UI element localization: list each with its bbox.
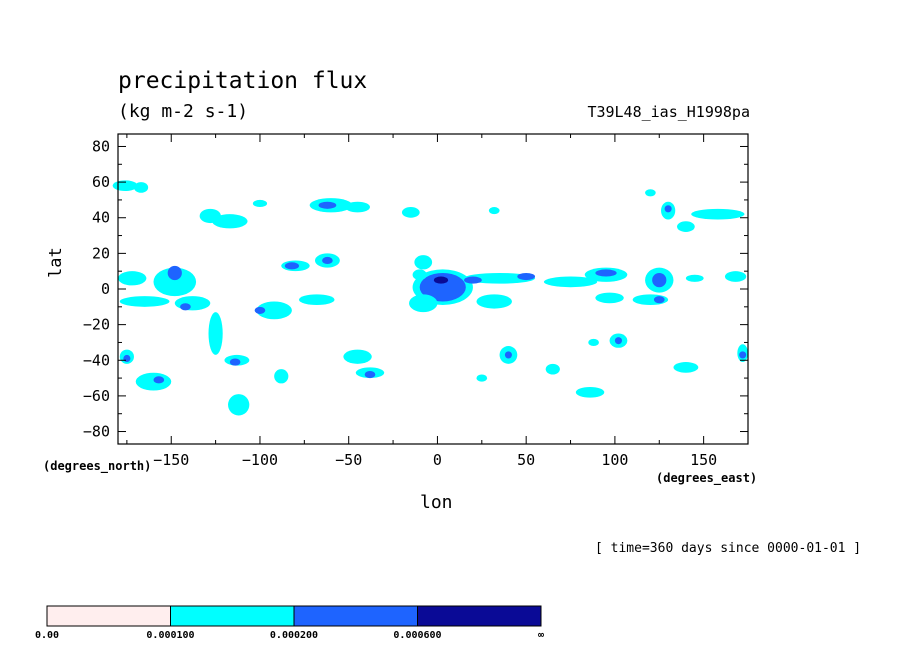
contour-regions bbox=[112, 180, 749, 416]
y-axis-ticks: 80 60 40 20 0 −20 −40 −60 −80 bbox=[83, 137, 748, 441]
y-tick-label: 80 bbox=[92, 137, 110, 155]
contour-region-36 bbox=[409, 294, 438, 313]
contour-region-49 bbox=[724, 271, 747, 282]
contour-region-59 bbox=[545, 363, 560, 375]
contour-region-68 bbox=[645, 189, 656, 197]
legend-swatch-1 bbox=[170, 605, 295, 627]
legend-swatch-3 bbox=[417, 605, 542, 627]
contour-region-24 bbox=[112, 180, 138, 192]
x-unit-note: (degrees_east) bbox=[656, 471, 758, 485]
y-tick-label: −60 bbox=[83, 387, 110, 405]
contour-region-22 bbox=[212, 214, 248, 229]
contour-region-5 bbox=[180, 303, 191, 311]
contour-region-40 bbox=[517, 272, 536, 281]
contour-region-8 bbox=[229, 358, 241, 366]
contour-region-15 bbox=[299, 294, 335, 306]
contour-region-12 bbox=[284, 262, 300, 270]
contour-region-29 bbox=[228, 394, 250, 416]
x-tick-label: 100 bbox=[601, 451, 628, 469]
contour-region-67 bbox=[488, 207, 500, 215]
contour-region-14 bbox=[322, 256, 333, 265]
contour-region-1 bbox=[167, 265, 182, 281]
contour-region-27 bbox=[135, 372, 172, 391]
y-tick-label: 20 bbox=[92, 244, 110, 262]
y-tick-label: −80 bbox=[83, 423, 110, 441]
contour-region-9 bbox=[256, 301, 292, 320]
legend-level-label: 0.000100 bbox=[146, 630, 194, 641]
contour-region-25 bbox=[133, 182, 149, 193]
contour-region-10 bbox=[254, 306, 266, 314]
x-tick-label: 150 bbox=[690, 451, 717, 469]
contour-region-48 bbox=[685, 274, 704, 282]
time-note: [ time=360 days since 0000-01-01 ] bbox=[595, 541, 862, 556]
x-tick-label: −150 bbox=[153, 451, 189, 469]
x-tick-label: −50 bbox=[335, 451, 362, 469]
legend-level-label: ∞ bbox=[538, 630, 544, 641]
contour-region-65 bbox=[739, 351, 747, 359]
contour-region-41 bbox=[476, 294, 512, 309]
contour-region-39 bbox=[464, 272, 536, 284]
contour-region-69 bbox=[588, 338, 599, 347]
x-tick-label: 50 bbox=[517, 451, 535, 469]
legend-level-label: 0.00 bbox=[35, 630, 59, 641]
contour-region-30 bbox=[274, 369, 289, 384]
y-tick-label: 0 bbox=[101, 280, 110, 298]
legend-swatch-0 bbox=[46, 605, 171, 627]
legend-level-label: 0.000600 bbox=[393, 630, 441, 641]
contour-region-50 bbox=[595, 292, 624, 304]
contour-region-0 bbox=[153, 267, 197, 297]
contour-region-66 bbox=[401, 207, 420, 218]
contour-region-37 bbox=[414, 255, 433, 270]
y-tick-label: −20 bbox=[83, 316, 110, 334]
legend-swatch-2 bbox=[293, 605, 418, 627]
contour-region-35 bbox=[433, 276, 449, 284]
chart-title: precipitation flux bbox=[118, 68, 368, 94]
contour-region-38 bbox=[412, 269, 427, 281]
contour-region-57 bbox=[673, 362, 699, 373]
contour-region-21 bbox=[364, 370, 376, 379]
contour-region-61 bbox=[664, 205, 672, 213]
contour-region-18 bbox=[345, 201, 370, 213]
contour-region-3 bbox=[119, 296, 170, 307]
x-tick-label: −100 bbox=[242, 451, 278, 469]
contour-region-26 bbox=[252, 199, 268, 208]
contour-region-34 bbox=[419, 272, 466, 302]
units-label: (kg m-2 s-1) bbox=[118, 101, 249, 122]
contour-region-2 bbox=[118, 271, 147, 286]
contour-region-56 bbox=[504, 351, 512, 359]
contour-region-32 bbox=[123, 354, 131, 363]
contour-region-54 bbox=[614, 337, 622, 345]
x-tick-label: 0 bbox=[433, 451, 442, 469]
contour-region-47 bbox=[652, 272, 667, 288]
y-unit-note: (degrees_north) bbox=[43, 459, 152, 473]
contour-region-4 bbox=[174, 296, 211, 311]
contour-region-52 bbox=[653, 296, 665, 304]
contour-region-28 bbox=[153, 376, 165, 384]
contour-region-17 bbox=[318, 201, 337, 209]
contour-region-23 bbox=[199, 208, 221, 224]
contour-region-45 bbox=[595, 269, 617, 277]
colorbar-legend: 0.00 0.000100 0.000200 0.000600 ∞ bbox=[35, 605, 544, 641]
contour-region-70 bbox=[476, 374, 488, 382]
legend-level-label: 0.000200 bbox=[270, 630, 318, 641]
y-tick-label: 40 bbox=[92, 209, 110, 227]
contour-region-62 bbox=[677, 221, 695, 232]
y-tick-label: −40 bbox=[83, 351, 110, 369]
contour-region-19 bbox=[343, 349, 372, 364]
contour-region-43 bbox=[543, 276, 598, 288]
x-axis-label: lon bbox=[420, 492, 453, 513]
contour-region-6 bbox=[208, 312, 223, 355]
x-axis-ticks: −150 −100 −50 0 50 100 150 bbox=[126, 134, 749, 469]
run-label: T39L48_ias_H1998pa bbox=[587, 103, 750, 121]
y-tick-label: 60 bbox=[92, 173, 110, 191]
contour-region-58 bbox=[575, 386, 605, 398]
contour-region-63 bbox=[691, 208, 745, 220]
contour-region-42 bbox=[464, 276, 482, 284]
